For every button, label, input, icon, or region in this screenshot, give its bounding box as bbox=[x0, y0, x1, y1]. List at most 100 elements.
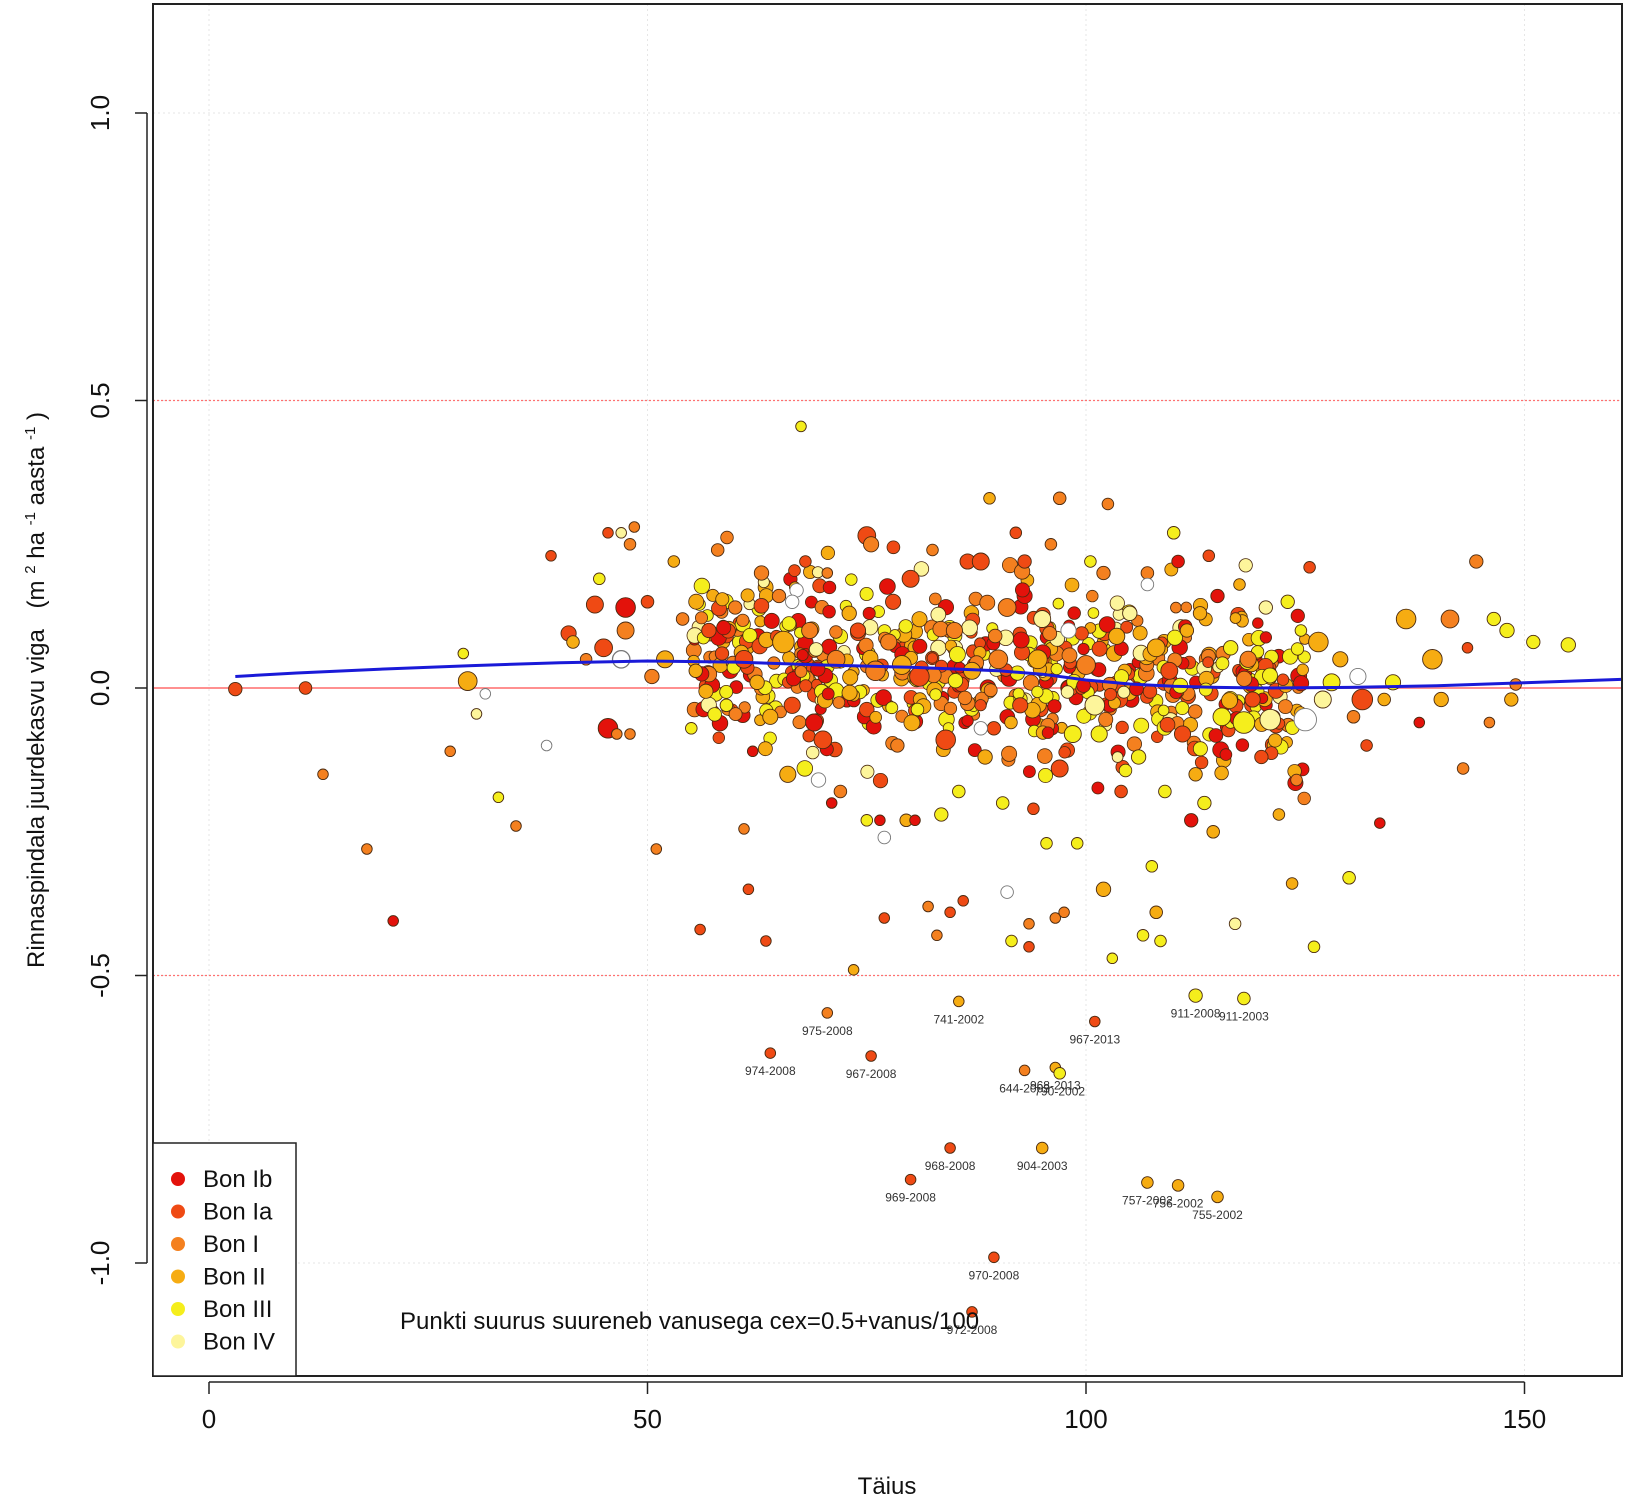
data-point-49 bbox=[753, 565, 770, 581]
outlier-label-4: 967-2013 bbox=[1069, 1033, 1120, 1047]
cloud-point-290 bbox=[961, 714, 974, 727]
data-point-8 bbox=[470, 708, 483, 720]
cloud-point-574 bbox=[841, 684, 858, 701]
y-axis-title-unit-sup3: -1 bbox=[22, 427, 39, 440]
legend-swatch-0 bbox=[171, 1172, 185, 1186]
data-point-30 bbox=[640, 595, 655, 609]
data-point-31 bbox=[644, 668, 660, 685]
data-point-46 bbox=[742, 883, 755, 896]
data-point-79 bbox=[890, 738, 905, 753]
data-point-92 bbox=[952, 784, 966, 799]
data-point-10 bbox=[492, 791, 505, 804]
cloud-point-586 bbox=[1297, 791, 1311, 806]
outlier-label-7: 968-2013 bbox=[1030, 1079, 1081, 1093]
data-point-138 bbox=[1149, 905, 1163, 920]
data-point-35 bbox=[675, 612, 690, 626]
cloud-point-405 bbox=[1109, 595, 1125, 611]
data-point-86 bbox=[926, 543, 939, 557]
cloud-point-9 bbox=[967, 743, 982, 757]
data-point-34 bbox=[667, 555, 681, 568]
legend-label-3: Bon II bbox=[203, 1264, 266, 1291]
data-point-145 bbox=[1179, 623, 1195, 638]
data-point-47 bbox=[746, 745, 759, 758]
cloud-point-466 bbox=[1064, 577, 1080, 593]
cloud-point-605 bbox=[860, 764, 875, 779]
outlier-label-9: 790-2002 bbox=[1034, 1084, 1085, 1098]
cloud-point-465 bbox=[1166, 629, 1183, 646]
data-point-87 bbox=[931, 929, 943, 942]
data-point-66 bbox=[833, 784, 848, 799]
data-point-11 bbox=[510, 820, 522, 832]
data-point-201 bbox=[1140, 577, 1155, 592]
cloud-point-349 bbox=[1175, 701, 1190, 716]
data-point-61 bbox=[810, 772, 827, 788]
cloud-point-245 bbox=[845, 573, 858, 586]
cloud-point-502 bbox=[1194, 755, 1209, 770]
cloud-point-617 bbox=[1159, 716, 1176, 733]
cloud-point-383 bbox=[738, 701, 751, 714]
cloud-point-602 bbox=[1229, 612, 1242, 624]
data-point-171 bbox=[1308, 631, 1329, 653]
cloud-point-400 bbox=[736, 613, 750, 627]
cloud-point-353 bbox=[742, 628, 758, 644]
data-point-101 bbox=[995, 796, 1010, 810]
data-point-147 bbox=[1188, 767, 1203, 782]
data-point-42 bbox=[719, 698, 734, 713]
cloud-point-350 bbox=[1091, 640, 1108, 657]
cloud-point-528 bbox=[1047, 699, 1062, 714]
data-point-102 bbox=[1000, 885, 1014, 899]
data-point-146 bbox=[1184, 813, 1199, 828]
data-point-198 bbox=[612, 650, 631, 669]
reference-lines bbox=[153, 399, 1622, 977]
cloud-point-262 bbox=[1001, 745, 1018, 762]
outlier-label-2: 911-2008 bbox=[1171, 1007, 1221, 1021]
cloud-point-157 bbox=[712, 731, 726, 745]
cloud-point-490 bbox=[1252, 617, 1264, 629]
cloud-point-581 bbox=[796, 649, 809, 662]
outlier-point-0 bbox=[821, 1007, 834, 1019]
data-point-32 bbox=[650, 843, 663, 855]
data-point-200 bbox=[973, 721, 988, 736]
cloud-point-387 bbox=[1202, 656, 1214, 668]
data-point-59 bbox=[801, 621, 819, 640]
cloud-point-524 bbox=[1015, 582, 1031, 598]
data-point-161 bbox=[1258, 600, 1273, 615]
outlier-point-5 bbox=[764, 1047, 777, 1059]
data-point-72 bbox=[860, 814, 874, 827]
data-point-13 bbox=[545, 550, 557, 562]
cloud-point-599 bbox=[1041, 726, 1055, 739]
outlier-label-0: 975-2008 bbox=[802, 1024, 853, 1038]
data-point-68 bbox=[847, 964, 860, 976]
data-point-193 bbox=[1499, 622, 1515, 639]
y-tick-label-0: 1.0 bbox=[85, 95, 115, 131]
data-point-133 bbox=[1130, 749, 1147, 765]
legend-swatch-3 bbox=[171, 1269, 185, 1284]
cloud-point-423 bbox=[753, 597, 770, 614]
data-point-50 bbox=[760, 935, 772, 947]
data-point-76 bbox=[880, 633, 898, 651]
data-point-188 bbox=[1456, 762, 1470, 775]
cloud-point-500 bbox=[1061, 647, 1078, 664]
data-point-116 bbox=[1052, 491, 1067, 506]
data-point-128 bbox=[1101, 497, 1115, 511]
outlier-point-4 bbox=[1089, 1015, 1101, 1028]
data-point-0 bbox=[228, 681, 243, 697]
data-point-45 bbox=[738, 823, 750, 835]
data-point-179 bbox=[1360, 739, 1373, 752]
cloud-point-433 bbox=[859, 701, 875, 718]
cloud-point-545 bbox=[943, 701, 958, 716]
cloud-point-329 bbox=[693, 577, 711, 595]
outlier-point-1 bbox=[953, 995, 965, 1008]
y-axis-title: Rinnaspindala juurdekasvu viga (m 2 ha -… bbox=[14, 412, 50, 968]
data-point-55 bbox=[783, 696, 801, 714]
outlier-label-16: 970-2008 bbox=[969, 1268, 1020, 1282]
data-point-189 bbox=[1461, 642, 1474, 654]
data-point-104 bbox=[1005, 934, 1018, 948]
cloud-point-230 bbox=[1133, 717, 1150, 734]
outlier-point-10 bbox=[944, 1142, 956, 1154]
cloud-point-426 bbox=[1268, 733, 1283, 748]
cloud-point-555 bbox=[820, 545, 836, 561]
cloud-point-14 bbox=[1126, 736, 1143, 752]
data-point-196 bbox=[1526, 634, 1541, 650]
y-tick-label-2: 0.0 bbox=[85, 670, 115, 706]
